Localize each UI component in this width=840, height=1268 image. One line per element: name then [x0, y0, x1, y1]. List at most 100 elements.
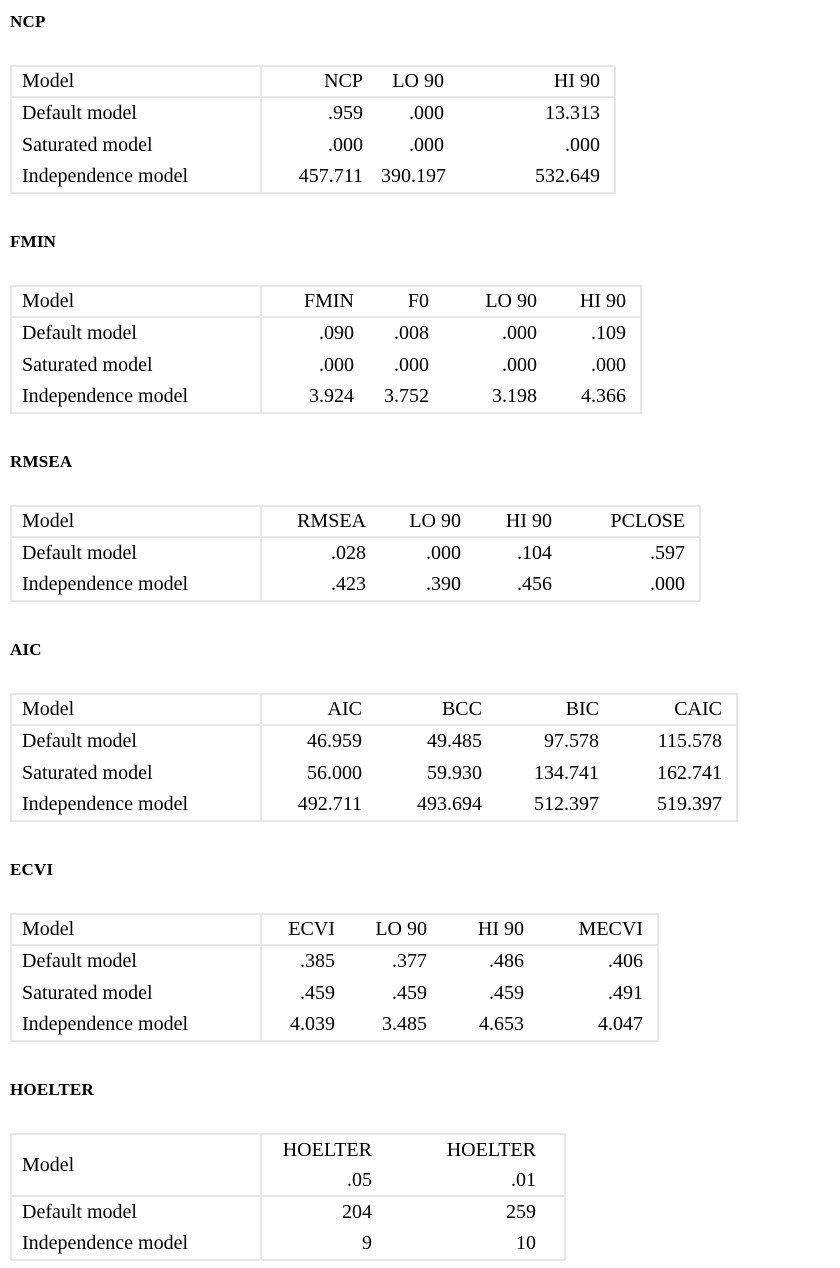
table-row: Independence model 4.039 3.485 4.653 4.047 [11, 1009, 658, 1041]
section-heading-hoelter: HOELTER [10, 1080, 94, 1099]
value-cell: .000 [409, 102, 444, 124]
value-cell: .000 [328, 133, 363, 156]
column-header-model: Model [11, 66, 262, 98]
column-header-model: Model [11, 286, 262, 318]
column-header-aic: AIC [261, 694, 376, 726]
value-cell: .491 [608, 981, 643, 1004]
model-name-cell: Independence model [11, 1228, 262, 1260]
value-cell: 162.741 [657, 761, 722, 784]
table-row: Saturated model .459 .459 .459 .491 [11, 977, 658, 1009]
value-cell: .000 [319, 353, 354, 376]
value-cell: .597 [650, 542, 685, 564]
value-cell: .423 [331, 573, 366, 595]
value-cell: .385 [300, 950, 335, 972]
model-name-cell: Default model [11, 97, 262, 129]
value-cell: 457.711 [298, 165, 363, 187]
value-cell: .390 [426, 573, 461, 595]
header-row: Model AIC BCC BIC CAIC [11, 694, 737, 726]
value-cell: 3.752 [384, 385, 429, 407]
value-cell: 49.485 [427, 730, 482, 752]
column-header-fmin: FMIN [261, 286, 368, 318]
column-header-f0: F0 [368, 286, 443, 318]
column-header-pclose: PCLOSE [566, 506, 700, 538]
value-cell: .000 [394, 353, 429, 376]
table-row: Saturated model .000 .000 .000 [11, 129, 615, 161]
value-cell: .459 [300, 981, 335, 1004]
value-cell: 97.578 [544, 730, 599, 752]
value-cell: 115.578 [657, 730, 722, 752]
fit-section-ecvi: ECVI Model ECVI LO 90 HI 90 MECVI Default mode… [10, 859, 840, 1042]
value-cell: 390.197 [381, 165, 446, 187]
value-cell: .406 [608, 950, 643, 972]
column-header-hi-90: HI 90 [475, 506, 566, 538]
column-header-bic: BIC [496, 694, 613, 726]
ncp-table: Model NCP LO 90 HI 90 Default model .959.000 1… [10, 65, 616, 194]
ecvi-table: Model ECVI LO 90 HI 90 MECVI Default model .38… [10, 913, 659, 1042]
column-header-model: Model [11, 1134, 262, 1197]
value-cell: 59.930 [427, 761, 482, 784]
column-header-model: Model [11, 506, 262, 538]
table-row: Default model .959 .000 13.313 [11, 97, 615, 129]
value-cell: 3.485 [382, 1013, 427, 1035]
model-name-cell: Default model [11, 945, 262, 977]
column-header-hi-90: HI 90 [551, 286, 641, 318]
model-name-cell: Default model [11, 725, 262, 757]
value-cell: 9 [362, 1232, 372, 1254]
value-cell: .109 [591, 322, 626, 344]
value-cell: .959 [328, 102, 363, 124]
column-header-rmsea: RMSEA [261, 506, 380, 538]
column-header-ncp: NCP [261, 66, 377, 98]
model-name-cell: Saturated model [11, 349, 262, 381]
value-cell: .459 [392, 981, 427, 1004]
value-cell: .459 [489, 981, 524, 1004]
value-cell: 259 [506, 1201, 536, 1223]
table-row: Default model 46.959 49.485 97.578 115.578 [11, 725, 737, 757]
section-heading-aic: AIC [10, 640, 42, 659]
section-heading-ncp: NCP [10, 12, 46, 31]
value-cell: 3.924 [309, 385, 354, 407]
value-cell: .000 [502, 322, 537, 344]
header-row: Model RMSEA LO 90 HI 90 PCLOSE [11, 506, 700, 538]
table-row: Default model .090 .008 .000 .109 [11, 317, 641, 349]
table-row: Saturated model .000 .000 .000 .000 [11, 349, 641, 381]
column-header-model: Model [11, 914, 262, 946]
model-name-cell: Independence model [11, 569, 262, 601]
column-header-hi-90: HI 90 [441, 914, 538, 946]
value-cell: .000 [565, 133, 600, 156]
header-row: Model HOELTER .05 HOELTER .01 [11, 1134, 565, 1197]
value-cell: 512.397 [534, 793, 599, 815]
model-name-cell: Saturated model [11, 757, 262, 789]
header-row: Model ECVI LO 90 HI 90 MECVI [11, 914, 658, 946]
model-name-cell: Independence model [11, 161, 262, 193]
column-header-bcc: BCC [376, 694, 496, 726]
value-cell: 493.694 [417, 793, 482, 815]
table-row: Independence model 3.924 3.752 3.198 4.366 [11, 381, 641, 413]
column-header-lo-90: LO 90 [380, 506, 475, 538]
value-cell: 4.047 [598, 1013, 643, 1035]
value-cell: .028 [331, 542, 366, 564]
value-cell: 519.397 [657, 793, 722, 815]
value-cell: .000 [426, 542, 461, 564]
table-row: Independence model 492.711 493.694 512.397 5… [11, 789, 737, 821]
value-cell: .486 [489, 950, 524, 972]
value-cell: 4.653 [479, 1013, 524, 1035]
column-header-lo-90: LO 90 [443, 286, 551, 318]
model-name-cell: Independence model [11, 1009, 262, 1041]
section-heading-ecvi: ECVI [10, 860, 54, 879]
table-row: Independence model 9 10 [11, 1228, 565, 1260]
rmsea-table: Model RMSEA LO 90 HI 90 PCLOSE Default model.… [10, 505, 701, 602]
model-name-cell: Saturated model [11, 977, 262, 1009]
value-cell: 134.741 [534, 761, 599, 784]
section-heading-fmin: FMIN [10, 232, 57, 251]
value-cell: .000 [591, 353, 626, 376]
value-cell: 4.039 [290, 1013, 335, 1035]
value-cell: 492.711 [297, 793, 362, 815]
column-header-mecvi: MECVI [538, 914, 658, 946]
table-row: Independence model .423 .390 .456 .000 [11, 569, 700, 601]
fit-section-hoelter: HOELTER Model HOELTER .05 HOELTER .01 Defaul… [10, 1079, 840, 1261]
header-row: Model FMIN F0 LO 90 HI 90 [11, 286, 641, 318]
value-cell: .456 [517, 573, 552, 595]
fit-section-fmin: FMIN Model FMIN F0 LO 90 HI 90 Default model .0… [10, 231, 840, 414]
value-cell: .008 [394, 322, 429, 344]
